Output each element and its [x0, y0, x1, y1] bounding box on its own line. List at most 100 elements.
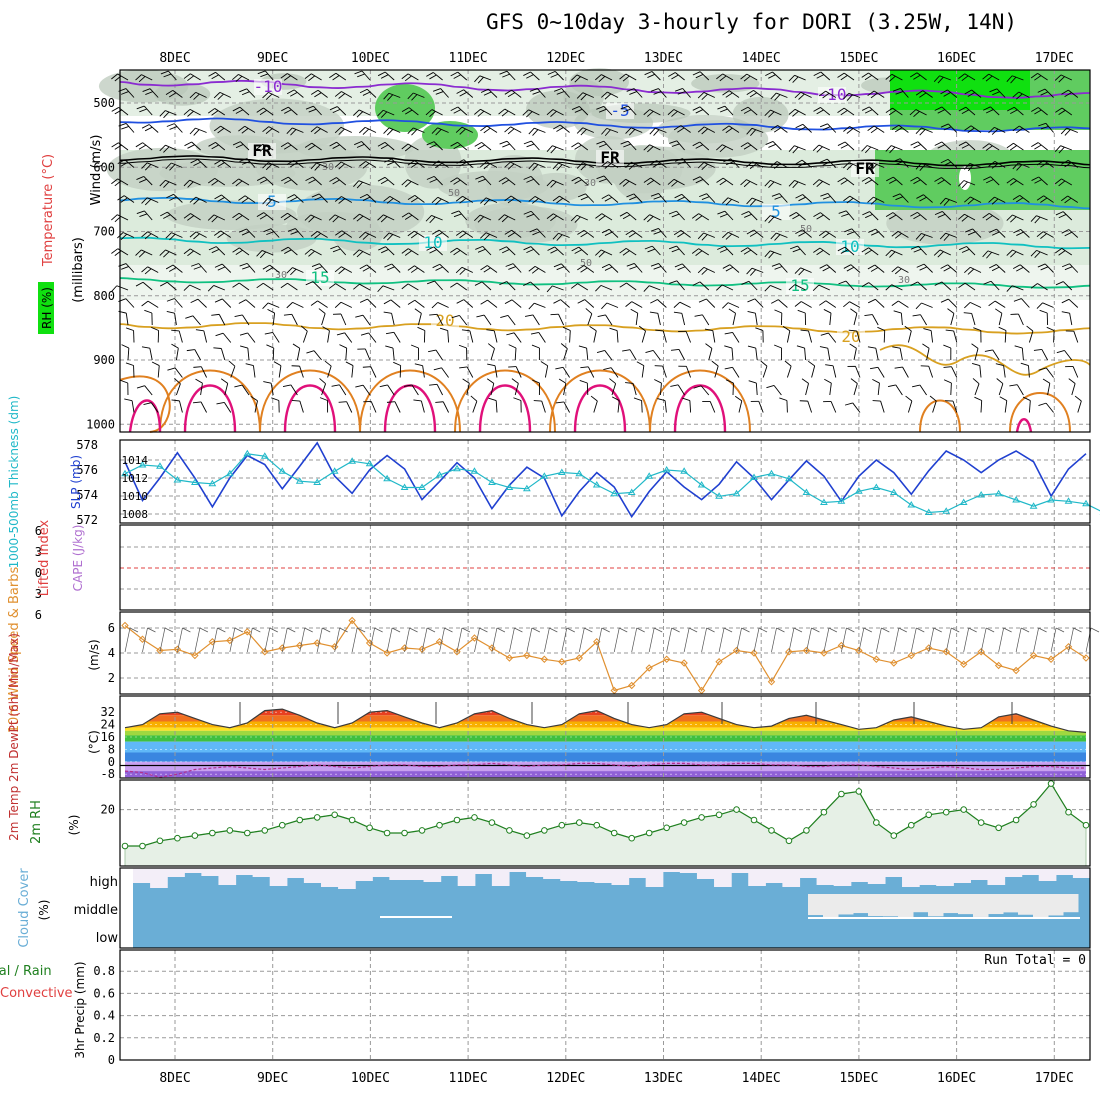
- wind-barb-flag: [601, 128, 608, 135]
- wind-barb-flag: [653, 231, 662, 235]
- wind-barb-flag: [407, 92, 414, 100]
- wind-barb: [794, 108, 806, 116]
- wind-barb: [990, 280, 1000, 291]
- wind-barb-flag: [136, 176, 144, 180]
- wind-barb-flag: [768, 216, 775, 224]
- wind-speed-marker: [243, 628, 252, 636]
- wind-barb-flag: [193, 129, 200, 136]
- wind-barb: [213, 214, 225, 221]
- rh-marker: [855, 788, 863, 795]
- wind-barb: [632, 383, 637, 396]
- wind-barb-flag: [262, 126, 270, 133]
- wind-barb: [335, 72, 347, 81]
- wind-barb-flag: [111, 107, 119, 112]
- contour-label: 10: [423, 233, 442, 252]
- temp-band: [125, 715, 1086, 722]
- rh-shade: [474, 206, 578, 244]
- wind-barb-flag: [357, 73, 365, 78]
- wind-speed-marker: [872, 655, 881, 663]
- cloud-mid-gap: [958, 894, 974, 915]
- wind-barb-flag: [1030, 72, 1038, 79]
- wind-barb-flag: [619, 282, 627, 288]
- wind-barb-flag: [239, 88, 247, 93]
- wind-barb: [844, 246, 855, 256]
- isotherm-line: [1009, 392, 1071, 433]
- wind-barb: [1067, 159, 1079, 168]
- y-tick-label: 4: [108, 646, 115, 660]
- wind-barb-flag: [387, 266, 395, 271]
- wind-barb-flag: [861, 72, 869, 78]
- wind-barb: [921, 127, 933, 133]
- wind-barb: [386, 627, 393, 653]
- rh-contour-label: 30: [584, 178, 596, 189]
- wind-barb-flag: [166, 298, 175, 302]
- wind-barb-flag: [217, 266, 226, 271]
- wind-barb-flag: [673, 230, 682, 236]
- wind-barb: [921, 232, 933, 238]
- wind-barb-flag: [380, 74, 389, 79]
- wind-barb-flag: [553, 263, 562, 268]
- wind-barb: [334, 214, 346, 221]
- wind-barb-flag: [991, 163, 999, 169]
- wind-barb: [483, 314, 492, 326]
- wind-barb-flag: [1015, 127, 1023, 134]
- wind-barb: [299, 400, 304, 413]
- thickness-marker: [994, 489, 1003, 497]
- wind-barb-flag: [861, 247, 869, 253]
- wind-barb: [558, 313, 565, 326]
- wind-barb-flag: [706, 627, 715, 633]
- wind-barb: [883, 330, 886, 343]
- wind-barb: [992, 349, 1000, 361]
- wind-barb-flag: [546, 109, 554, 116]
- wind-barb-flag: [677, 266, 686, 271]
- contour-label: 5: [267, 192, 277, 211]
- wind-barb-flag: [743, 249, 752, 255]
- wind-barb-flag: [286, 159, 295, 165]
- rh-contour-label: 30: [275, 270, 287, 281]
- wind-barb-flag: [795, 194, 803, 199]
- wind-barb: [616, 330, 619, 343]
- wind-barb: [165, 249, 177, 256]
- wind-barb-flag: [986, 627, 995, 633]
- cloud-mid-gap: [943, 894, 959, 914]
- cloud-high-gap: [457, 868, 476, 886]
- wind-barb-flag: [141, 162, 148, 169]
- wind-barb-flag: [945, 329, 954, 332]
- wind-barb: [606, 302, 619, 308]
- wind-barb: [947, 89, 958, 98]
- wind-barb-flag: [407, 194, 416, 200]
- cloud-high-gap: [782, 868, 801, 887]
- wind-barb: [825, 230, 837, 238]
- wind-barb-flag: [792, 248, 801, 253]
- wind-barb-flag: [671, 143, 680, 147]
- wind-barb-flag: [770, 161, 778, 167]
- wind-barb-flag: [238, 299, 247, 304]
- wind-barb-flag: [1034, 109, 1042, 115]
- wind-barb-flag: [764, 215, 771, 222]
- axis-label: Cloud Cover: [17, 868, 32, 948]
- wind-barb: [947, 298, 958, 308]
- wind-barb-flag: [812, 144, 820, 151]
- wind-barb-flag: [716, 284, 723, 291]
- cloud-mid-gap: [838, 894, 854, 915]
- cloud-high-gap: [303, 868, 322, 883]
- wind-barb-flag: [322, 627, 331, 633]
- wind-barb-flag: [498, 214, 505, 221]
- wind-barb: [683, 627, 690, 653]
- wind-barb: [461, 126, 473, 133]
- wind-barb: [191, 141, 201, 151]
- wind-barb: [898, 124, 909, 133]
- wind-barb-flag: [912, 314, 921, 317]
- wind-barb-flag: [504, 89, 512, 95]
- wind-barb: [287, 73, 298, 81]
- wind-barb: [312, 176, 322, 186]
- wind-barb: [728, 125, 740, 133]
- wind-barb-flag: [266, 231, 274, 236]
- wind-barb-flag: [601, 228, 610, 234]
- wind-barb-flag: [898, 627, 907, 633]
- wind-speed-marker: [330, 643, 339, 651]
- wind-barb-flag: [725, 92, 733, 98]
- wind-barb-flag: [943, 266, 951, 272]
- wind-barb-flag: [477, 248, 486, 253]
- wind-barb: [965, 106, 976, 116]
